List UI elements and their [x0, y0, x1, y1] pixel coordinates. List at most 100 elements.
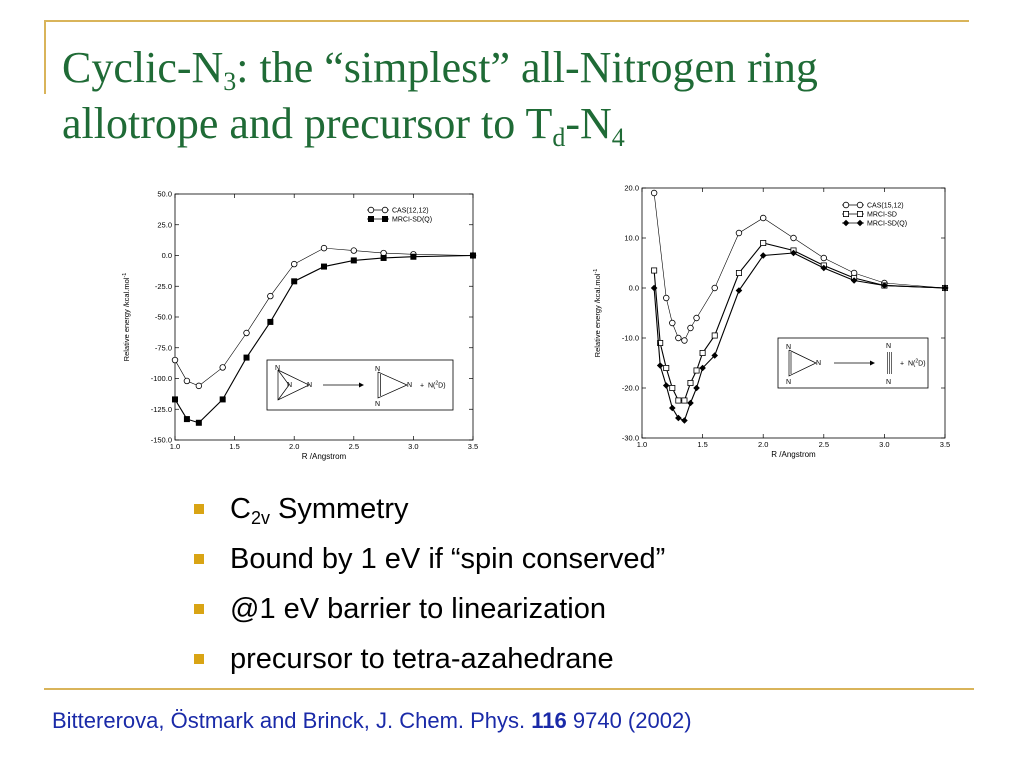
data-point	[243, 354, 250, 361]
data-point	[663, 294, 670, 302]
legend-marker	[856, 219, 864, 227]
atom-label: N	[375, 366, 380, 373]
y-axis-label-sup: -1	[122, 273, 128, 278]
reaction-inset: N N N N N + N(2D)	[777, 337, 929, 389]
bullet-square-icon	[194, 504, 204, 514]
data-point	[219, 364, 226, 371]
atom-label: N	[307, 382, 312, 389]
legend-label: MRCI-SD(Q)	[867, 221, 907, 228]
atom-label: N	[786, 344, 791, 351]
data-point	[350, 247, 357, 254]
x-tick-label: 1.0	[170, 442, 180, 451]
y-axis-label-text: Relative energy /kcal.mol	[122, 277, 131, 361]
legend-label: MRCI-SD(Q)	[392, 217, 432, 224]
x-axis-label: R /Angstrom	[302, 452, 347, 461]
legend-marker	[856, 201, 864, 209]
data-point	[693, 367, 700, 374]
data-point	[759, 214, 767, 222]
data-point	[850, 277, 858, 284]
x-tick-label: 1.0	[637, 440, 647, 449]
bullet-item: Bound by 1 eV if “spin conserved”	[190, 534, 665, 584]
data-point	[820, 254, 827, 262]
data-point	[681, 397, 688, 404]
data-point	[195, 419, 202, 426]
series-line	[653, 252, 946, 422]
data-point	[699, 349, 706, 356]
legend: CAS(15,12) MRCI-SD MRCI-SD(Q)	[842, 201, 907, 228]
data-point	[669, 384, 676, 391]
y-axis-label: Relative energy /kcal.mol-1	[122, 273, 131, 362]
series-MRCI-SD(Q)	[172, 252, 476, 426]
data-point	[693, 384, 700, 392]
x-tick-label: 2.5	[819, 440, 829, 449]
data-point	[380, 254, 387, 261]
x-tick-label: 3.0	[408, 442, 418, 451]
data-point	[699, 364, 706, 372]
x-tick-label: 3.5	[468, 442, 478, 451]
term-sup: 2	[915, 359, 918, 365]
atom-label: N	[407, 382, 412, 389]
product-atom: N(2D)	[908, 359, 926, 368]
data-point	[290, 260, 298, 268]
data-point	[790, 234, 797, 242]
legend-marker	[842, 201, 850, 209]
series-MRCI-SD(Q)	[650, 249, 949, 424]
data-point	[195, 382, 203, 390]
plus-sign: +	[900, 361, 904, 368]
accent-top-line	[44, 20, 969, 22]
ring-bond	[277, 384, 290, 401]
data-point	[267, 318, 274, 325]
legend-marker	[856, 211, 863, 218]
data-point	[183, 416, 190, 423]
citation: Bittererova, Östmark and Brinck, J. Chem…	[52, 708, 692, 733]
x-tick-label: 2.0	[289, 442, 299, 451]
x-tick-label: 3.0	[879, 440, 889, 449]
legend-marker	[842, 219, 850, 227]
accent-bottom-line	[44, 688, 974, 690]
data-point	[321, 263, 327, 270]
data-point	[657, 339, 664, 346]
data-point	[850, 269, 858, 277]
y-axis-label-text: Relative energy /kcal.mol	[593, 273, 602, 357]
data-point	[711, 332, 718, 339]
legend-marker	[368, 216, 374, 222]
y-axis-label-sup: -1	[593, 269, 599, 274]
legend: CAS(12,12) MRCI-SD(Q)	[367, 206, 432, 224]
bullet-item: @1 eV barrier to linearization	[190, 584, 665, 634]
bullet-item: C2v Symmetry	[190, 484, 665, 534]
y-tick-label: 25.0	[157, 220, 172, 229]
bullet-item: precursor to tetra-azahedrane	[190, 634, 665, 684]
x-axis-label: R /Angstrom	[771, 450, 816, 459]
data-point	[687, 324, 694, 332]
x-tick-label: 2.5	[349, 442, 359, 451]
ring-bond	[277, 369, 290, 386]
data-point	[651, 267, 658, 274]
legend-label: MRCI-SD	[867, 212, 897, 219]
x-tick-label: 1.5	[697, 440, 707, 449]
bullet-square-icon	[194, 554, 204, 564]
product-atom: N(2D)	[428, 381, 446, 390]
data-point	[410, 253, 417, 260]
arrow-head-icon	[870, 360, 875, 366]
term-sup: 2	[435, 381, 438, 387]
data-point	[320, 244, 328, 252]
data-point	[219, 396, 226, 403]
atom-label: N	[375, 401, 380, 408]
atom-label: N	[886, 343, 891, 350]
term-text: D)	[918, 361, 925, 368]
data-point	[681, 417, 688, 424]
y-tick-label: -25.0	[155, 282, 172, 291]
atom-label: N	[287, 382, 292, 389]
data-point	[350, 257, 357, 264]
arrow-head-icon	[359, 382, 364, 388]
x-tick-label: 2.0	[758, 440, 768, 449]
bullet-square-icon	[194, 654, 204, 664]
data-point	[759, 252, 767, 259]
data-point	[243, 329, 250, 337]
data-point	[650, 189, 658, 197]
legend-label: CAS(15,12)	[867, 203, 904, 210]
y-tick-label: 10.0	[624, 234, 639, 243]
series-CAS(15,12)	[650, 189, 949, 344]
atom-label: N	[786, 379, 791, 386]
energy-chart-right: 1.0 1.5 2.0 2.5 3.0 3.5 20.0 10.0 0.0 -10.0 -20.0 -…	[593, 184, 950, 460]
